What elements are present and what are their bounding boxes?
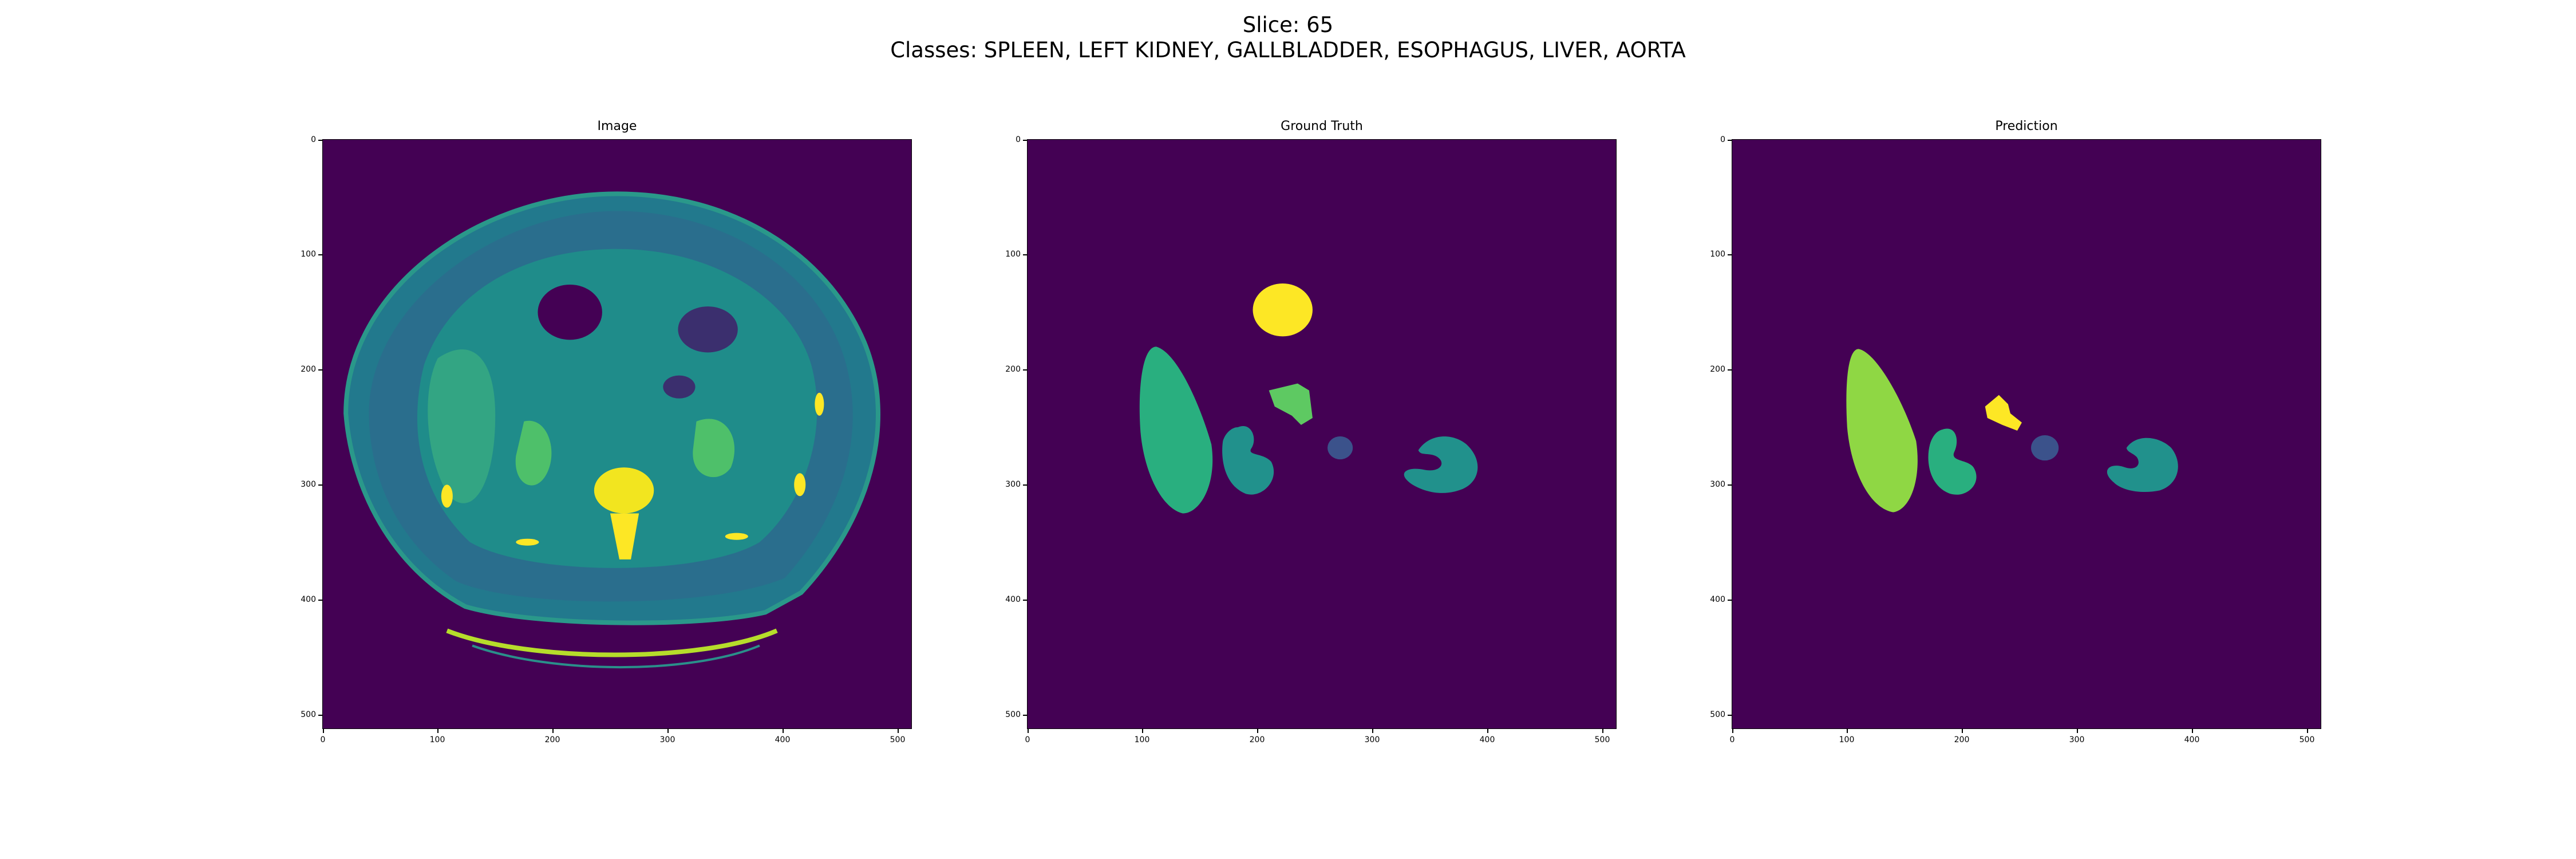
image-panel: Image (301, 119, 912, 744)
x-tick-label: 0 (1729, 735, 1735, 744)
y-tick-label: 100 (1710, 250, 1725, 259)
ground-truth-panel: Ground Truth 0 100 200 300 400 500 0 100… (1005, 119, 1617, 744)
rib-3 (815, 392, 824, 416)
pred-spleen-mask (2107, 438, 2178, 492)
x-tick-label: 200 (1249, 735, 1265, 744)
x-tick-label: 500 (1594, 735, 1610, 744)
x-tick-label: 100 (1134, 735, 1150, 744)
gt-gallbladder-mask (1327, 436, 1353, 460)
x-tick-label: 300 (1364, 735, 1380, 744)
x-tick-label: 500 (890, 735, 906, 744)
pred-esophagus-mask (1985, 395, 2022, 431)
gt-left-kidney-mask (1222, 425, 1274, 495)
x-tick-label: 300 (2069, 735, 2085, 744)
slice-label: Slice: 65 (1242, 13, 1334, 37)
gt-aorta-mask (1253, 283, 1313, 337)
rib-4 (516, 538, 539, 546)
y-tick-label: 100 (301, 250, 316, 259)
left-kidney-region (693, 419, 735, 478)
x-tick-label: 0 (1025, 735, 1030, 744)
y-tick-label: 0 (1016, 135, 1021, 144)
y-tick-label: 100 (1005, 250, 1021, 259)
y-tick-label: 500 (301, 710, 316, 719)
y-tick-label: 200 (301, 365, 316, 374)
x-tick-label: 400 (775, 735, 791, 744)
x-tick-label: 100 (1839, 735, 1855, 744)
x-tick-label: 200 (1954, 735, 1970, 744)
y-tick-label: 500 (1710, 710, 1725, 719)
x-tick-label: 300 (659, 735, 675, 744)
bowel-gas-2 (678, 306, 738, 353)
rib-5 (725, 533, 748, 540)
y-tick-label: 300 (1710, 480, 1725, 489)
rib-1 (441, 484, 453, 508)
ground-truth-panel-title: Ground Truth (1281, 119, 1363, 133)
pred-liver-mask (1846, 349, 1918, 513)
liver-region (428, 349, 496, 503)
gt-esophagus-mask (1269, 383, 1313, 425)
rib-2 (794, 473, 806, 497)
ground-truth-mask: 0 100 200 300 400 500 0 100 200 300 400 … (1005, 135, 1617, 744)
ct-image: 0 100 200 300 400 500 0 100 200 300 400 … (301, 135, 912, 744)
x-tick-label: 400 (2184, 735, 2200, 744)
bowel-gas-1 (538, 284, 602, 340)
x-tick-label: 0 (320, 735, 326, 744)
y-tick-label: 400 (1005, 595, 1021, 604)
prediction-panel-title: Prediction (1995, 119, 2058, 133)
gt-spleen-mask (1404, 436, 1478, 493)
x-tick-label: 500 (2299, 735, 2315, 744)
gt-liver-mask (1139, 346, 1213, 514)
x-tick-label: 200 (544, 735, 560, 744)
y-tick-label: 200 (1005, 365, 1021, 374)
y-tick-label: 200 (1710, 365, 1725, 374)
y-tick-label: 400 (301, 595, 316, 604)
spinous-process (610, 513, 639, 559)
scanner-table-2 (472, 644, 760, 669)
bowel-gas-3 (663, 375, 696, 399)
pred-gallbladder-mask (2031, 435, 2059, 461)
y-tick-label: 300 (301, 480, 316, 489)
right-kidney-region (515, 420, 552, 486)
y-tick-label: 0 (311, 135, 316, 144)
y-tick-label: 400 (1710, 595, 1725, 604)
y-tick-label: 300 (1005, 480, 1021, 489)
x-tick-label: 400 (1479, 735, 1495, 744)
prediction-mask: 0 100 200 300 400 500 0 100 200 300 400 … (1710, 135, 2321, 744)
pred-left-kidney-mask (1928, 428, 1977, 495)
figure-title: Slice: 65 Classes: SPLEEN, LEFT KIDNEY, … (0, 13, 2576, 63)
y-tick-label: 500 (1005, 710, 1021, 719)
prediction-panel: Prediction 0 100 200 300 400 500 0 100 2… (1710, 119, 2321, 744)
image-panel-title: Image (597, 119, 637, 133)
classes-label: Classes: SPLEEN, LEFT KIDNEY, GALLBLADDE… (890, 38, 1686, 62)
vertebra (594, 467, 654, 514)
x-tick-label: 100 (429, 735, 445, 744)
y-tick-label: 0 (1720, 135, 1725, 144)
scanner-table (446, 628, 778, 657)
